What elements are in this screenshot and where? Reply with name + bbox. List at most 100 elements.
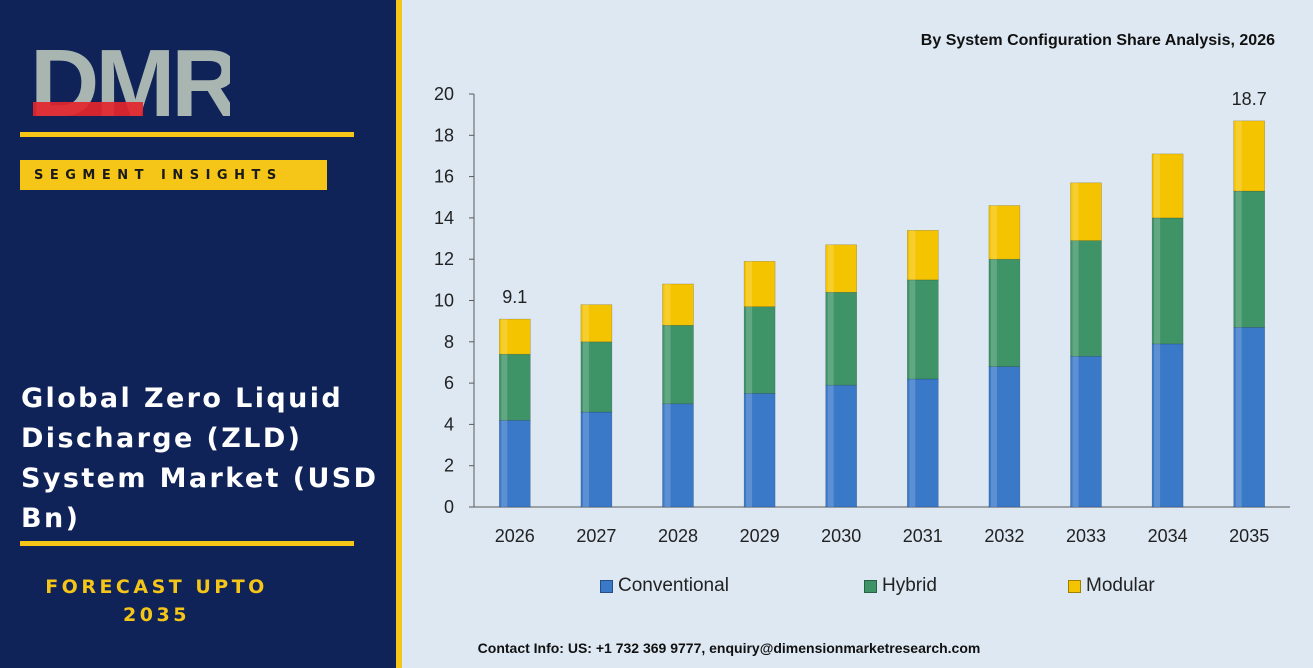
bar-highlight [1072, 356, 1079, 507]
data-label: 9.1 [502, 287, 527, 307]
bar-highlight [501, 420, 508, 507]
x-tick-label: 2034 [1148, 526, 1188, 546]
bar-modular-2034 [1151, 153, 1184, 219]
y-tick-label: 0 [444, 497, 454, 517]
bar-highlight [1154, 153, 1161, 218]
left-panel: DMR SEGMENT INSIGHTS Global Zero Liquid … [0, 0, 396, 668]
bar-highlight [664, 283, 671, 326]
x-tick-label: 2031 [903, 526, 943, 546]
x-tick-label: 2035 [1229, 526, 1269, 546]
bar-conventional-2032 [988, 366, 1021, 508]
x-tick-label: 2028 [658, 526, 698, 546]
x-tick-label: 2033 [1066, 526, 1106, 546]
bar-highlight [827, 244, 834, 293]
y-tick-label: 14 [434, 208, 454, 228]
segment-insights-badge: SEGMENT INSIGHTS [20, 160, 327, 190]
chart-title: By System Configuration Share Analysis, … [920, 32, 1275, 49]
forecast-line-1: FORECAST UPTO [45, 576, 268, 598]
bar-highlight [664, 325, 671, 404]
bar-hybrid-2026 [498, 353, 531, 421]
y-tick-label: 18 [434, 125, 454, 145]
bar-highlight [1154, 217, 1161, 344]
bar-hybrid-2028 [662, 324, 694, 405]
x-tick-label: 2029 [740, 526, 780, 546]
bar-highlight [909, 230, 916, 280]
bar-hybrid-2035 [1233, 190, 1265, 328]
bar-modular-2032 [988, 205, 1021, 260]
bar-modular-2033 [1070, 182, 1102, 241]
bar-highlight [582, 304, 589, 342]
legend-label: Hybrid [882, 575, 937, 596]
y-tick-label: 12 [434, 249, 454, 269]
bar-hybrid-2033 [1070, 240, 1102, 357]
legend-item-hybrid: Hybrid [864, 575, 937, 597]
data-label: 18.7 [1232, 89, 1267, 109]
bar-modular-2035 [1233, 120, 1265, 192]
bar-highlight [501, 354, 508, 421]
bar-highlight [1072, 182, 1079, 241]
bar-highlight [909, 378, 916, 507]
bar-modular-2029 [743, 260, 776, 307]
bar-highlight [990, 259, 997, 367]
forecast-line-2: 2035 [123, 604, 190, 626]
bar-modular-2027 [580, 304, 613, 343]
legend-swatch [600, 579, 613, 593]
y-tick-label: 20 [434, 84, 454, 104]
bar-conventional-2030 [825, 384, 858, 508]
bar-highlight [1072, 240, 1079, 357]
y-tick-label: 16 [434, 167, 454, 187]
x-tick-label: 2026 [495, 526, 535, 546]
bar-conventional-2027 [580, 411, 613, 508]
legend-swatch [1068, 579, 1081, 593]
bar-highlight [582, 412, 589, 507]
bar-highlight [909, 279, 916, 379]
bar-hybrid-2032 [988, 258, 1021, 367]
bar-highlight [827, 292, 834, 386]
bar-conventional-2031 [906, 378, 939, 508]
legend-label: Conventional [618, 575, 729, 596]
forecast-label: FORECAST UPTO 2035 [20, 573, 293, 629]
bar-conventional-2026 [498, 419, 531, 508]
bar-highlight [501, 319, 508, 355]
bar-highlight [1154, 343, 1161, 507]
bar-highlight [1235, 120, 1242, 192]
y-tick-label: 6 [444, 373, 454, 393]
bar-conventional-2035 [1233, 327, 1265, 508]
x-tick-label: 2027 [576, 526, 616, 546]
bar-highlight [582, 341, 589, 413]
bar-conventional-2034 [1151, 343, 1184, 508]
legend-item-conventional: Conventional [600, 575, 729, 597]
x-tick-label: 2030 [821, 526, 861, 546]
y-tick-label: 2 [444, 456, 454, 476]
x-tick-label: 2032 [984, 526, 1024, 546]
bar-highlight [1235, 191, 1242, 328]
bar-modular-2030 [825, 244, 858, 293]
bar-modular-2028 [662, 283, 694, 326]
market-title: Global Zero Liquid Discharge (ZLD) Syste… [21, 383, 379, 534]
y-tick-label: 10 [434, 291, 454, 311]
bar-hybrid-2030 [825, 291, 858, 386]
bar-highlight [746, 393, 753, 507]
legend-label: Modular [1086, 575, 1155, 596]
bar-conventional-2029 [743, 393, 776, 508]
dmr-logo: DMR [30, 38, 230, 124]
bar-highlight [827, 385, 834, 507]
badge-label: SEGMENT INSIGHTS [34, 167, 283, 183]
bar-highlight [990, 205, 997, 260]
bottom-divider [20, 541, 354, 546]
bar-highlight [664, 403, 671, 507]
legend-swatch [864, 579, 877, 593]
gold-strip [396, 0, 402, 668]
bar-modular-2026 [498, 318, 531, 355]
bar-highlight [746, 306, 753, 394]
y-tick-label: 8 [444, 332, 454, 352]
bar-hybrid-2027 [580, 341, 613, 413]
bar-highlight [990, 366, 997, 507]
y-tick-label: 4 [444, 414, 454, 434]
top-divider [20, 132, 354, 137]
legend-item-modular: Modular [1068, 575, 1155, 597]
bar-modular-2031 [906, 229, 939, 281]
contact-info: Contact Info: US: +1 732 369 9777, enqui… [477, 640, 981, 656]
bar-conventional-2028 [662, 403, 694, 508]
